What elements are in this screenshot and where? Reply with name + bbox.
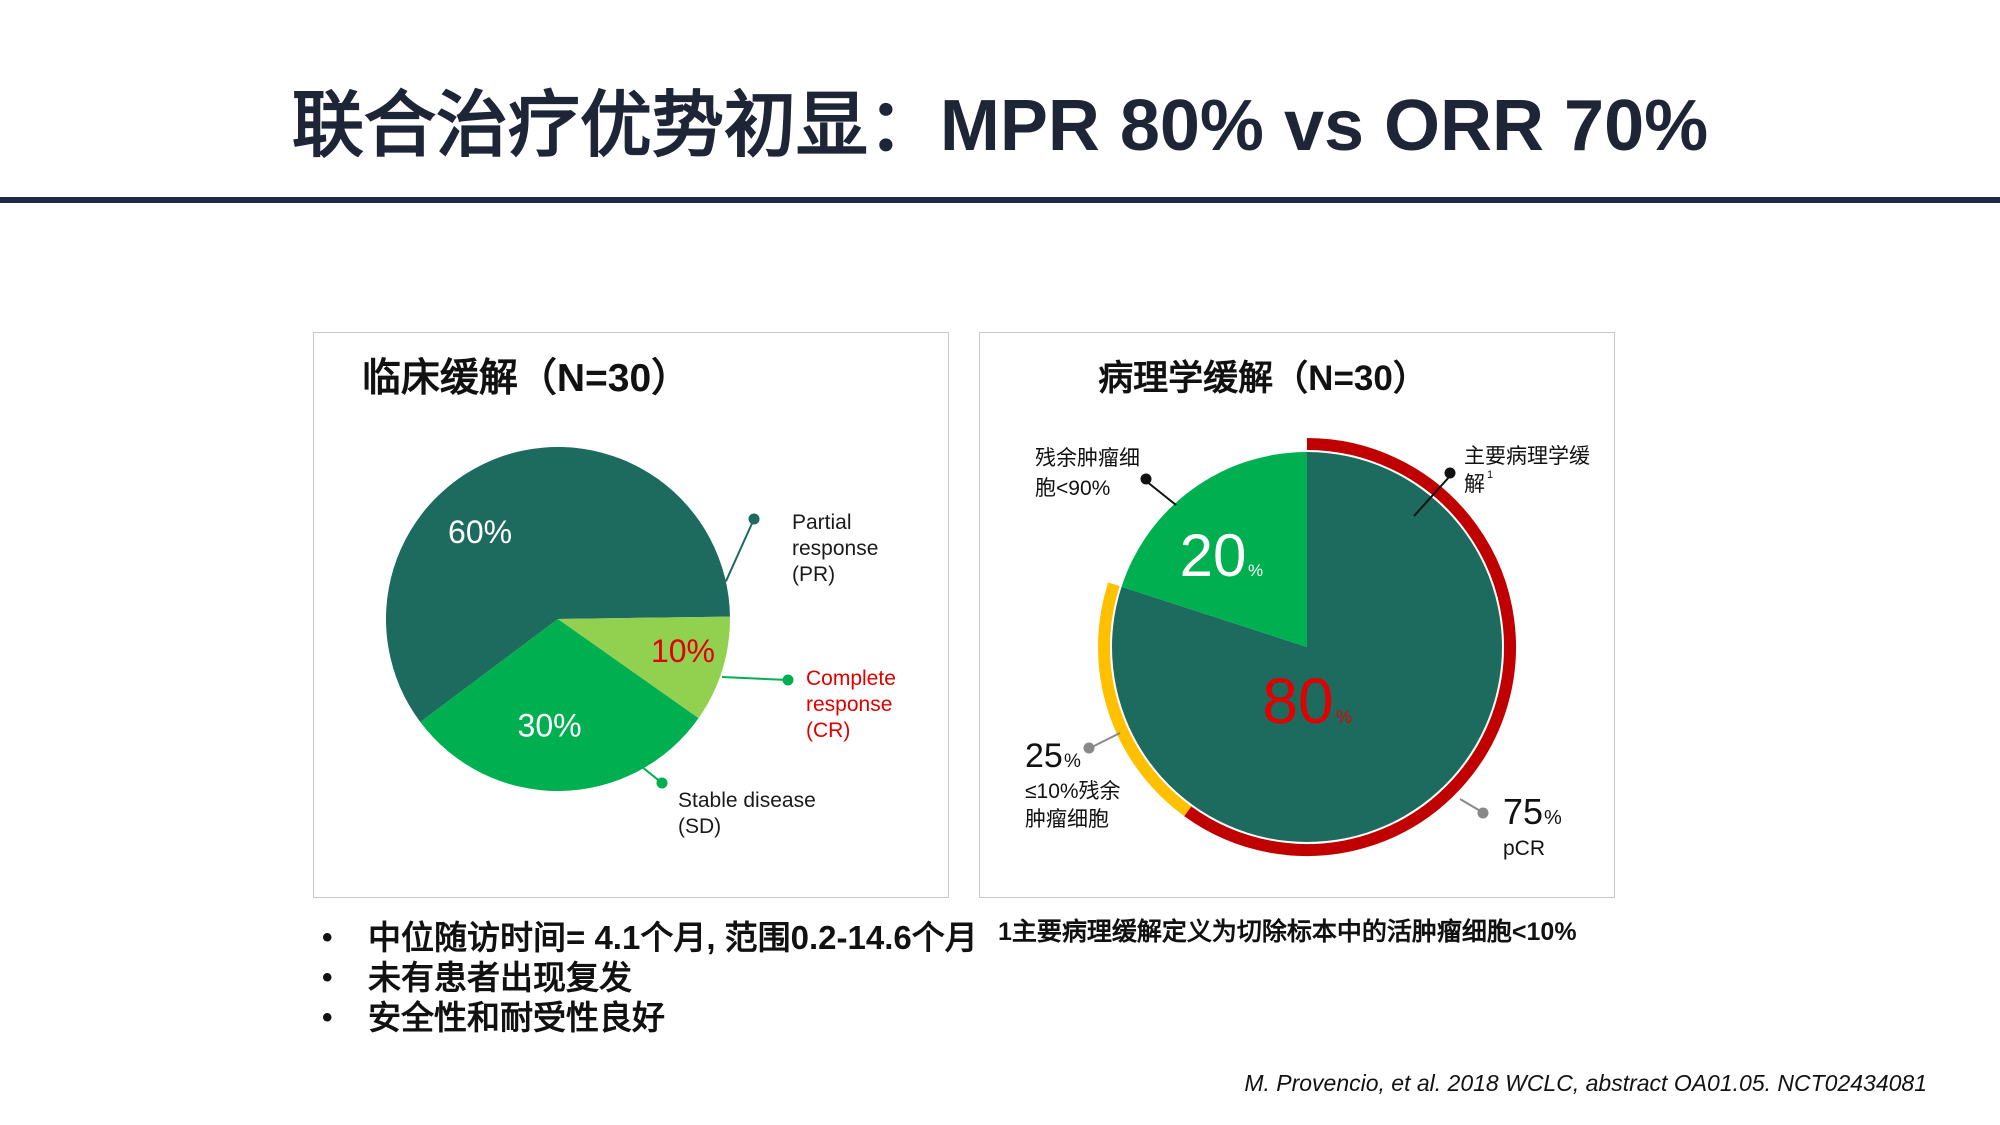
bullet-text: 安全性和耐受性良好 (368, 999, 665, 1036)
pathological-response-panel: 病理学缓解（N=30） 80% 20% 主要病理学缓解 1 残余肿瘤细 胞<90% 75% p… (979, 332, 1615, 898)
slice-category-label: (SD) (678, 815, 721, 838)
bullet-icon: • (322, 961, 333, 994)
leader-line (1459, 798, 1483, 813)
leader-line (1413, 475, 1451, 517)
annotation-label: 解 (1464, 473, 1485, 496)
annotation-label: 残余肿瘤细 (1035, 447, 1140, 470)
annotation-unit: % (1064, 751, 1081, 772)
leader-line (724, 518, 755, 582)
slice-category-label: (CR) (806, 719, 850, 742)
annotation-value: 75 (1503, 791, 1543, 832)
title-divider (0, 197, 2000, 203)
slice-category-label: Partial (792, 511, 852, 534)
key-findings-list: • 中位随访时间= 4.1个月, 范围0.2-14.6个月 • 未有患者出现复发 •… (318, 918, 978, 1038)
ring-low-residual (1098, 582, 1192, 817)
list-item: • 未有患者出现复发 (318, 958, 978, 998)
bullet-text: 未有患者出现复发 (368, 959, 632, 996)
slice-value-label: 20 (1180, 522, 1247, 589)
slice-category-label: (PR) (792, 563, 835, 586)
leader-dot (1444, 467, 1456, 479)
slice-value-label: 30% (518, 707, 582, 743)
ring-pcr (1184, 438, 1516, 856)
leader-line (1091, 732, 1121, 748)
annotation-value: 25 (1025, 737, 1063, 775)
chart-title: 临床缓解（N=30） (362, 357, 690, 400)
slice-value-unit: % (1336, 707, 1352, 727)
slice-value-label: 10% (651, 633, 715, 669)
slide-title: 联合治疗优势初显：MPR 80% vs ORR 70% (291, 86, 1709, 166)
citation: M. Provencio, et al. 2018 WCLC, abstract… (1244, 1070, 1927, 1096)
leader-dot (748, 513, 760, 525)
slice-complete-response (558, 616, 730, 719)
slice-category-label: response (792, 537, 878, 560)
footnote: 1主要病理缓解定义为切除标本中的活肿瘤细胞<10% (998, 918, 1577, 946)
annotation-label: pCR (1503, 837, 1545, 860)
bullet-text: 中位随访时间= 4.1个月, 范围0.2-14.6个月 (368, 919, 978, 956)
list-item: • 安全性和耐受性良好 (318, 998, 978, 1038)
annotation-label: 胞<90% (1035, 477, 1110, 500)
chart-title: 病理学缓解（N=30） (1098, 358, 1428, 398)
list-item: • 中位随访时间= 4.1个月, 范围0.2-14.6个月 (318, 918, 978, 958)
clinical-response-chart: 临床缓解（N=30） 60% 10% 30% Partial response (PR) C… (362, 357, 896, 838)
slice-value-label: 60% (448, 514, 512, 550)
slice-partial-response (386, 447, 730, 723)
leader-dot (1477, 807, 1489, 819)
slice-residual-tumor (1121, 452, 1307, 647)
leader-line (1145, 480, 1177, 506)
annotation-unit: % (1544, 807, 1562, 829)
annotation-superscript: 1 (1487, 469, 1493, 481)
slice-category-label: response (806, 693, 892, 716)
leader-line (721, 676, 789, 681)
bullet-icon: • (322, 921, 333, 954)
annotation-label: 肿瘤细胞 (1025, 808, 1109, 831)
bullet-icon: • (322, 1001, 333, 1034)
annotation-label: 主要病理学缓 (1464, 445, 1590, 468)
slice-value-unit: % (1248, 561, 1263, 580)
slice-category-label: Stable disease (678, 789, 816, 812)
annotation-label: ≤10%残余 (1025, 780, 1121, 803)
slice-category-label: Complete (806, 667, 896, 690)
leader-dot (1140, 473, 1152, 485)
leader-dot (1083, 742, 1095, 754)
slice-value-label: 80 (1262, 665, 1333, 737)
leader-dot (656, 777, 668, 789)
leader-dot (782, 674, 794, 686)
clinical-response-panel: 临床缓解（N=30） 60% 10% 30% Partial response (PR) C… (313, 332, 949, 898)
slice-stable-disease (420, 619, 699, 791)
